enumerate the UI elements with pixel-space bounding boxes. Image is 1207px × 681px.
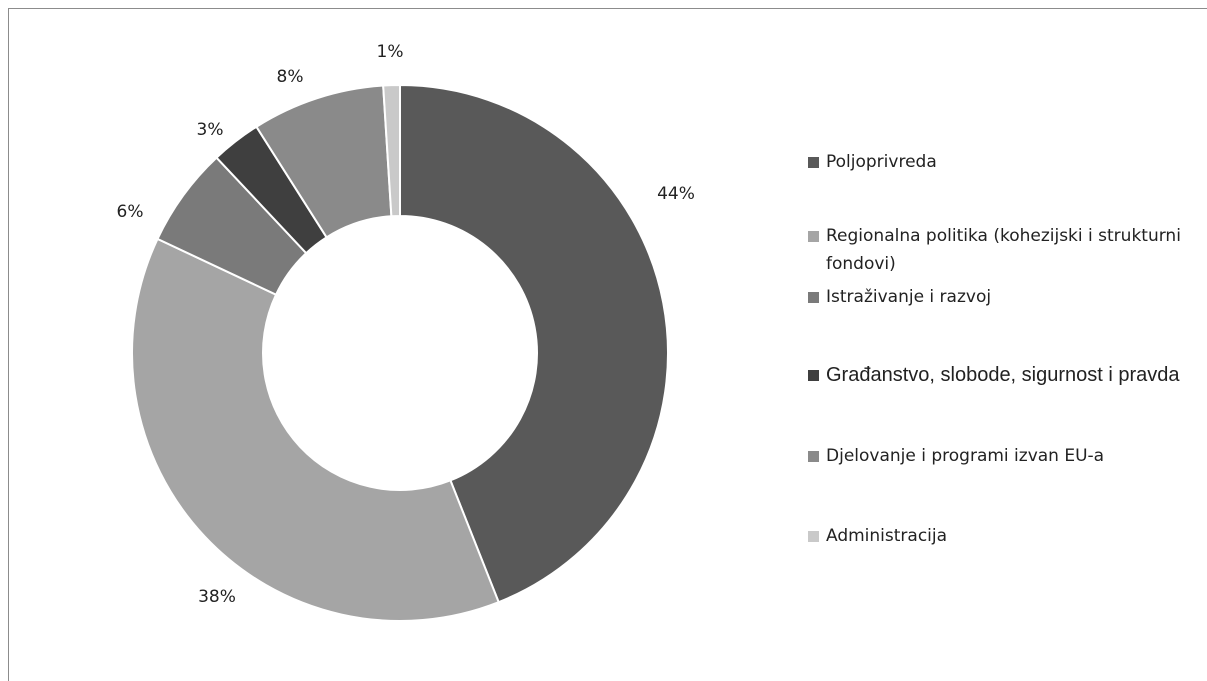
legend-item: Djelovanje i programi izvan EU-a <box>808 442 1188 470</box>
chart-frame <box>8 8 1207 681</box>
legend-item: Građanstvo, slobode, sigurnost i pravda <box>808 358 1188 392</box>
legend-swatch <box>808 370 819 381</box>
legend-item: Administracija <box>808 522 1188 550</box>
data-label: 3% <box>197 120 224 140</box>
legend-item: Regionalna politika (kohezijski i strukt… <box>808 222 1188 278</box>
legend-swatch <box>808 292 819 303</box>
data-label: 1% <box>377 42 404 62</box>
legend-swatch <box>808 157 819 168</box>
legend-label: Istraživanje i razvoj <box>826 287 992 307</box>
data-label: 6% <box>117 202 144 222</box>
legend-label: Građanstvo, slobode, sigurnost i pravda <box>826 364 1180 386</box>
legend-item: Poljoprivreda <box>808 148 1188 176</box>
data-label: 38% <box>198 587 236 607</box>
legend-label: Djelovanje i programi izvan EU-a <box>826 446 1105 466</box>
data-label: 8% <box>277 67 304 87</box>
legend-swatch <box>808 231 819 242</box>
donut-slice <box>399 83 669 604</box>
legend-label: Administracija <box>826 526 948 546</box>
donut-slice <box>131 237 500 622</box>
legend-label: Poljoprivreda <box>826 152 937 172</box>
data-label: 44% <box>657 184 695 204</box>
legend-item: Istraživanje i razvoj <box>808 283 1188 311</box>
legend-label: Regionalna politika (kohezijski i strukt… <box>826 226 1181 274</box>
donut-slice <box>382 83 401 218</box>
legend-swatch <box>808 531 819 542</box>
legend-swatch <box>808 451 819 462</box>
